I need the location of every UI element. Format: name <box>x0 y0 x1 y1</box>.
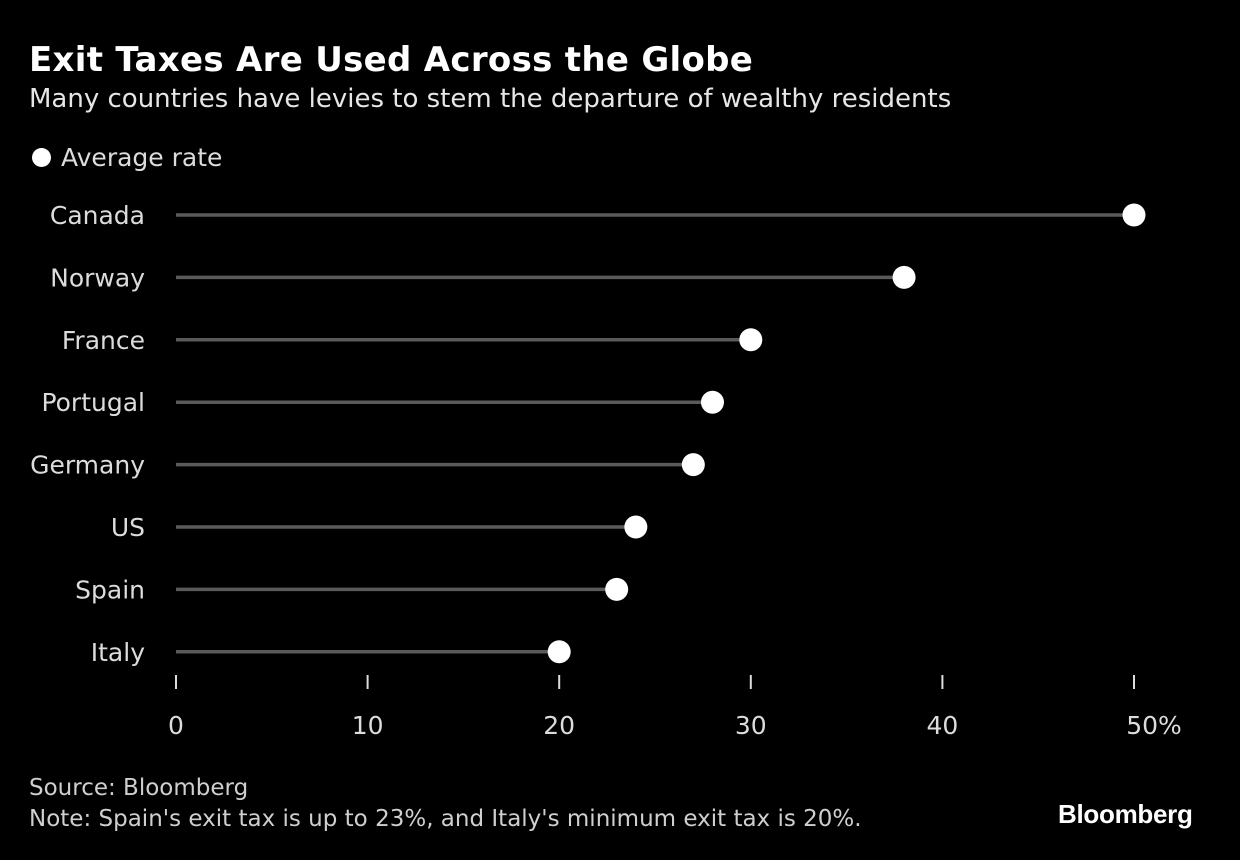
x-tick-label: 20 <box>543 711 575 740</box>
category-label: Canada <box>50 201 145 230</box>
data-point <box>681 453 705 477</box>
category-label: Spain <box>75 575 145 604</box>
x-tick-label: 40 <box>926 711 958 740</box>
category-label: US <box>111 513 145 542</box>
legend-dot-icon <box>32 148 51 167</box>
x-tick-label: 50% <box>1126 711 1182 740</box>
bloomberg-logo: Bloomberg <box>1058 799 1193 829</box>
x-tick-label: 10 <box>352 711 384 740</box>
data-point <box>605 577 629 601</box>
category-label: France <box>62 326 145 355</box>
x-tick-label: 30 <box>735 711 767 740</box>
x-tick-label: 0 <box>168 711 184 740</box>
legend: Average rate <box>32 143 222 172</box>
data-point <box>892 265 916 289</box>
data-point <box>547 640 571 664</box>
source-text: Source: Bloomberg <box>29 775 249 801</box>
legend-label: Average rate <box>61 143 223 172</box>
data-point <box>739 328 763 352</box>
category-label: Germany <box>30 451 145 480</box>
chart-subtitle: Many countries have levies to stem the d… <box>29 84 952 114</box>
category-label: Norway <box>50 263 145 292</box>
category-label: Portugal <box>41 388 145 417</box>
data-point <box>1122 203 1146 227</box>
note-text: Note: Spain's exit tax is up to 23%, and… <box>29 806 862 832</box>
chart-title: Exit Taxes Are Used Across the Globe <box>29 40 754 80</box>
data-point <box>624 515 648 539</box>
category-label: Italy <box>91 638 145 667</box>
data-point <box>700 390 724 414</box>
